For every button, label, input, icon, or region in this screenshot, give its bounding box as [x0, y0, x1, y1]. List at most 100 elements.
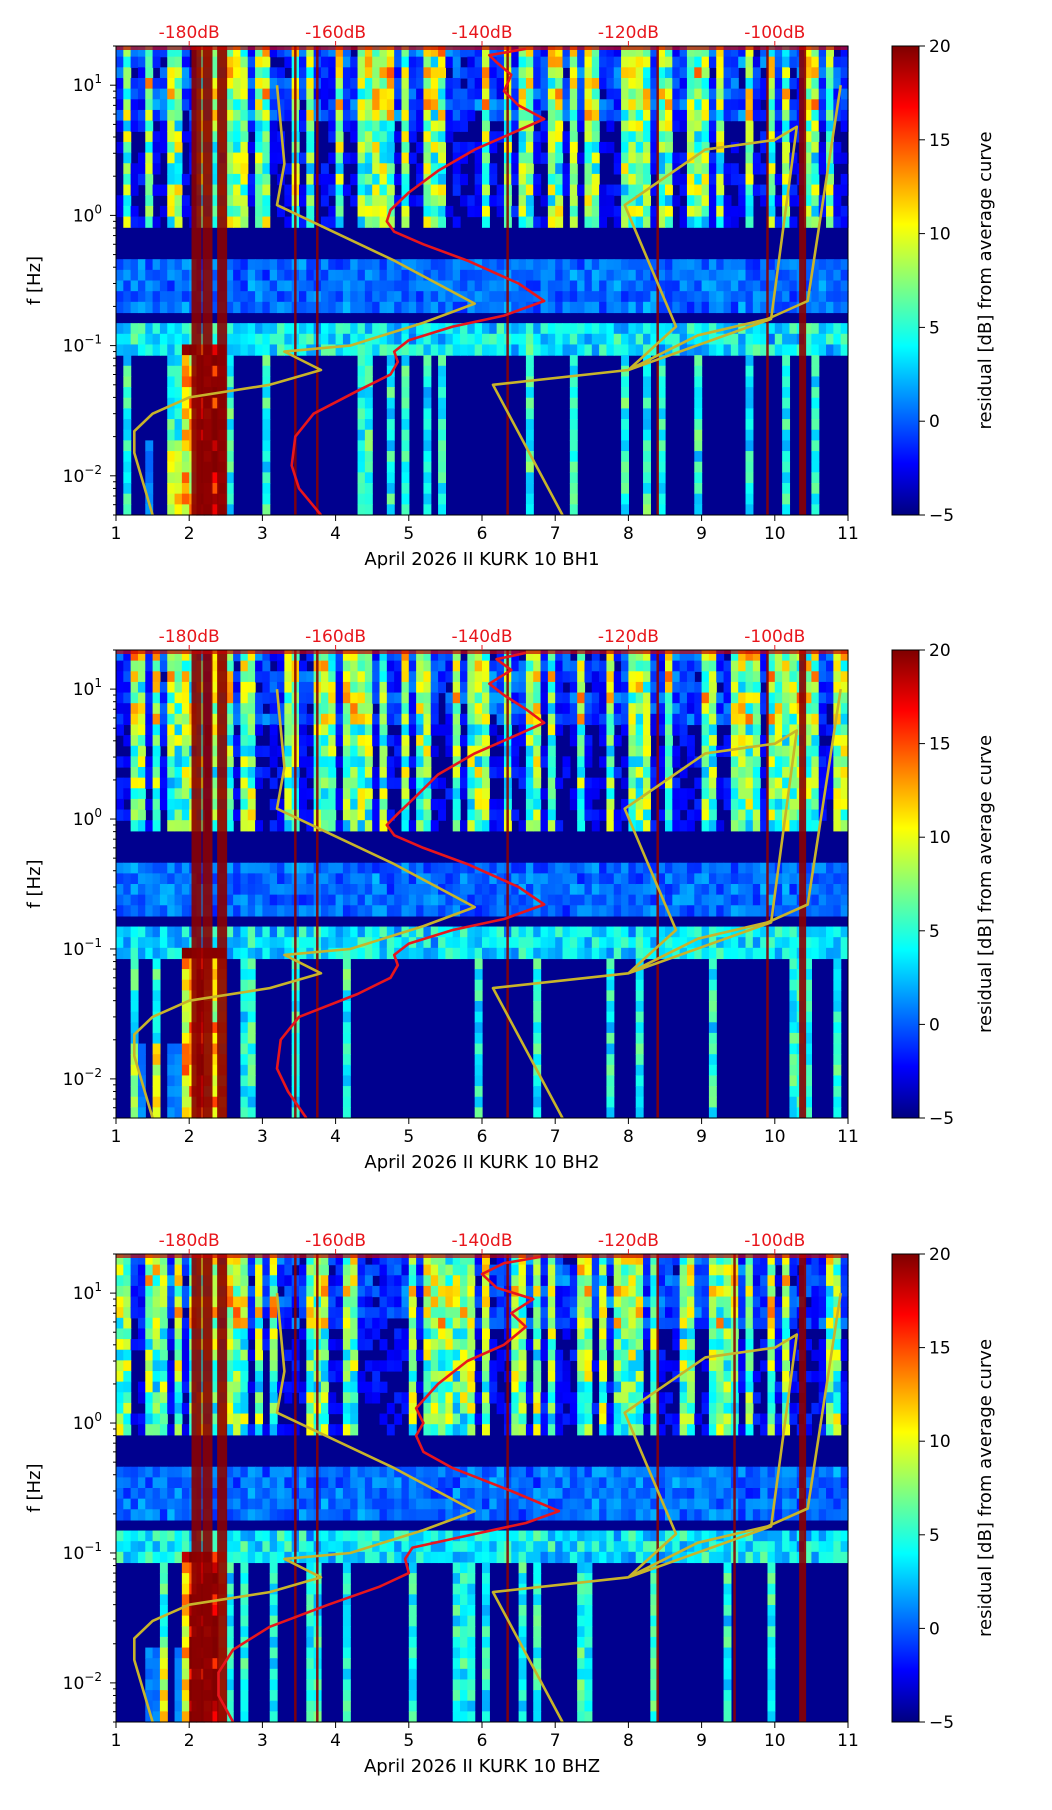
heatmap-cell [167, 451, 175, 462]
heatmap-cell [175, 693, 183, 704]
heatmap-cell [475, 1022, 483, 1033]
heatmap-cell [321, 778, 329, 789]
heatmap-cell [358, 905, 366, 916]
heatmap-cell [709, 905, 717, 916]
heatmap-cell [394, 661, 402, 672]
heatmap-cell [636, 1097, 644, 1108]
heatmap-cell [380, 206, 388, 217]
heatmap-cell [541, 89, 549, 100]
heatmap-cell [336, 89, 344, 100]
heatmap-cell [167, 185, 175, 196]
heatmap-cell [240, 671, 248, 682]
heatmap-cell [175, 682, 183, 693]
heatmap-cell [175, 440, 183, 451]
heatmap-cell [489, 693, 497, 704]
heatmap-cell [592, 291, 600, 302]
heatmap-cell [548, 281, 556, 292]
heatmap-cell [321, 937, 329, 948]
heatmap-cell [423, 820, 431, 831]
heatmap-cell [672, 110, 680, 121]
heatmap-cell [262, 948, 270, 959]
heatmap-cell [248, 746, 256, 757]
heatmap-cell [563, 884, 571, 895]
heatmap-cell [702, 206, 710, 217]
heatmap-cell [387, 302, 395, 313]
heatmap-cell [702, 153, 710, 164]
heatmap-cell [116, 121, 124, 132]
heatmap-cell [401, 67, 409, 78]
heatmap-cell [255, 67, 263, 78]
heatmap-cell [387, 174, 395, 185]
heatmap-cell [811, 366, 819, 377]
heatmap-cell [636, 810, 644, 821]
heatmap-cell [145, 185, 153, 196]
heatmap-cell [248, 735, 256, 746]
heatmap-cell [145, 302, 153, 313]
heatmap-cell [724, 778, 732, 789]
heatmap-cell [416, 67, 424, 78]
heatmap-cell [182, 462, 190, 473]
heatmap-cell [277, 661, 285, 672]
heatmap-cell [138, 334, 146, 345]
heatmap-cell [614, 110, 622, 121]
heatmap-cell [672, 682, 680, 693]
heatmap-cell [123, 419, 131, 430]
heatmap-cell [255, 334, 263, 345]
heatmap-cell [299, 259, 307, 270]
heatmap-cell [306, 195, 314, 206]
heatmap-cell [614, 89, 622, 100]
heatmap-cell [431, 217, 439, 228]
heatmap-cell [255, 927, 263, 938]
heatmap-cell [709, 185, 717, 196]
colorbar-tick-label: 5 [929, 318, 940, 338]
heatmap-cell [423, 724, 431, 735]
heatmap-cell [167, 884, 175, 895]
heatmap-cell [175, 1065, 183, 1076]
heatmap-cell [548, 131, 556, 142]
heatmap-cell [182, 504, 190, 515]
heatmap-cell [665, 682, 673, 693]
heatmap-cell [746, 682, 754, 693]
heatmap-cell [336, 206, 344, 217]
heatmap-cell [453, 714, 461, 725]
heatmap-cell [541, 671, 549, 682]
heatmap-cell [138, 767, 146, 778]
heatmap-cell [636, 153, 644, 164]
heatmap-cell [819, 110, 827, 121]
heatmap-cell [584, 195, 592, 206]
heatmap-cell [401, 217, 409, 228]
heatmap-cell [365, 281, 373, 292]
heatmap-cell [387, 281, 395, 292]
heatmap-cell [563, 142, 571, 153]
heatmap-cell [636, 334, 644, 345]
heatmap-cell [724, 693, 732, 704]
heatmap-cell [138, 67, 146, 78]
heatmap-cell [248, 682, 256, 693]
heatmap-cell [321, 344, 329, 355]
heatmap-cell [621, 462, 629, 473]
heatmap-cell [350, 746, 358, 757]
heatmap-cell [577, 661, 585, 672]
heatmap-cell [380, 142, 388, 153]
heatmap-cell [548, 671, 556, 682]
heatmap-cell [592, 99, 600, 110]
heatmap-cell [431, 185, 439, 196]
heatmap-cell [753, 799, 761, 810]
heatmap-cell [460, 948, 468, 959]
heatmap-cell [731, 863, 739, 874]
heatmap-cell [789, 99, 797, 110]
heatmap-cell [284, 746, 292, 757]
heatmap-cell [299, 735, 307, 746]
heatmap-cell [116, 195, 124, 206]
heatmap-cell [423, 259, 431, 270]
heatmap-cell [240, 99, 248, 110]
heatmap-cell [138, 99, 146, 110]
heatmap-cell [467, 281, 475, 292]
heatmap-cell [358, 366, 366, 377]
heatmap-cell [233, 174, 241, 185]
heatmap-cell [116, 259, 124, 270]
heatmap-cell [145, 99, 153, 110]
heatmap-cell [636, 270, 644, 281]
heatmap-cell [175, 419, 183, 430]
heatmap-cell [445, 735, 453, 746]
